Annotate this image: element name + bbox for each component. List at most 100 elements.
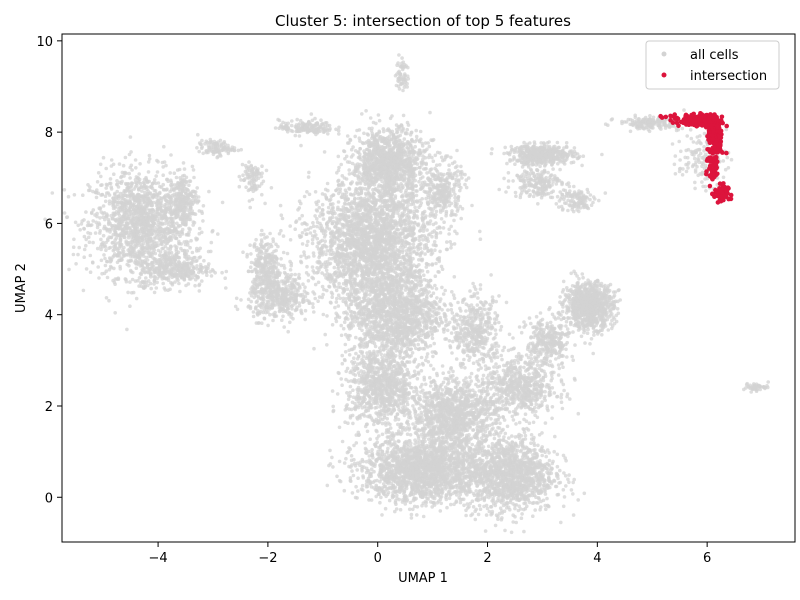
data-point: [386, 155, 390, 159]
data-point: [160, 247, 164, 251]
data-point: [267, 296, 271, 300]
data-point: [153, 279, 157, 283]
data-point: [307, 121, 311, 125]
data-point: [289, 268, 293, 272]
data-point: [390, 114, 394, 118]
data-point: [316, 299, 320, 303]
data-point: [372, 153, 376, 157]
data-point: [161, 173, 165, 177]
data-point: [170, 212, 174, 216]
data-point: [154, 182, 158, 186]
data-point: [165, 207, 169, 211]
data-point: [303, 285, 307, 289]
data-point: [130, 164, 134, 168]
data-point: [337, 132, 341, 136]
data-point: [256, 170, 260, 174]
data-point: [151, 212, 155, 216]
data-point: [404, 152, 408, 156]
data-point: [107, 220, 111, 224]
data-point: [315, 217, 319, 221]
data-point: [82, 227, 86, 231]
data-point: [245, 172, 249, 176]
data-point: [156, 244, 160, 248]
data-point: [129, 193, 133, 197]
data-point: [163, 230, 167, 234]
data-point: [264, 263, 268, 267]
data-point: [169, 200, 173, 204]
data-point: [74, 221, 78, 225]
data-point: [156, 160, 160, 164]
data-point: [198, 283, 202, 287]
data-point: [302, 300, 306, 304]
data-point: [156, 270, 160, 274]
data-point: [136, 263, 140, 267]
data-point: [176, 264, 180, 268]
data-point: [264, 284, 268, 288]
data-point: [334, 128, 338, 132]
data-point: [129, 135, 133, 139]
data-point: [151, 264, 155, 268]
data-point: [74, 262, 78, 266]
data-point: [228, 147, 232, 151]
data-point: [198, 289, 202, 293]
data-point: [120, 181, 124, 185]
data-point: [407, 194, 411, 198]
data-point: [65, 216, 69, 220]
data-point: [269, 288, 273, 292]
data-point: [290, 273, 294, 277]
data-point: [192, 168, 196, 172]
data-point: [123, 254, 127, 258]
data-point: [329, 203, 333, 207]
data-point: [72, 253, 76, 257]
data-point: [140, 185, 144, 189]
data-point: [343, 157, 347, 161]
data-point: [161, 282, 165, 286]
data-point: [109, 265, 113, 269]
data-point: [149, 287, 153, 291]
data-point: [337, 282, 341, 286]
data-point: [371, 134, 375, 138]
data-point: [146, 218, 150, 222]
data-point: [407, 123, 411, 127]
data-point: [260, 175, 264, 179]
data-point: [387, 142, 391, 146]
data-point: [342, 149, 346, 153]
data-point: [427, 156, 431, 160]
data-point: [241, 173, 245, 177]
data-point: [125, 187, 129, 191]
data-point: [134, 181, 138, 185]
data-point: [187, 213, 191, 217]
data-point: [249, 252, 253, 256]
data-point: [267, 246, 271, 250]
data-point: [122, 164, 126, 168]
data-point: [136, 254, 140, 258]
data-point: [145, 185, 149, 189]
data-point: [177, 282, 181, 286]
data-point: [118, 162, 122, 166]
data-point: [251, 285, 255, 289]
data-point: [177, 269, 181, 273]
data-point: [159, 201, 163, 205]
data-point: [424, 141, 428, 145]
data-point: [238, 185, 242, 189]
data-point: [200, 211, 204, 215]
data-point: [200, 279, 204, 283]
data-point: [305, 265, 309, 269]
data-point: [109, 177, 113, 181]
data-point: [156, 262, 160, 266]
data-point: [99, 183, 103, 187]
data-point: [224, 286, 228, 290]
data-point: [178, 193, 182, 197]
data-point: [113, 311, 117, 315]
data-point: [162, 188, 166, 192]
data-point: [155, 286, 159, 290]
data-point: [322, 127, 326, 131]
data-point: [108, 268, 112, 272]
data-point: [349, 182, 353, 186]
data-point: [212, 269, 216, 273]
data-point: [148, 154, 152, 158]
data-point: [192, 256, 196, 260]
data-point: [423, 167, 427, 171]
data-point: [128, 280, 132, 284]
data-point: [357, 156, 361, 160]
